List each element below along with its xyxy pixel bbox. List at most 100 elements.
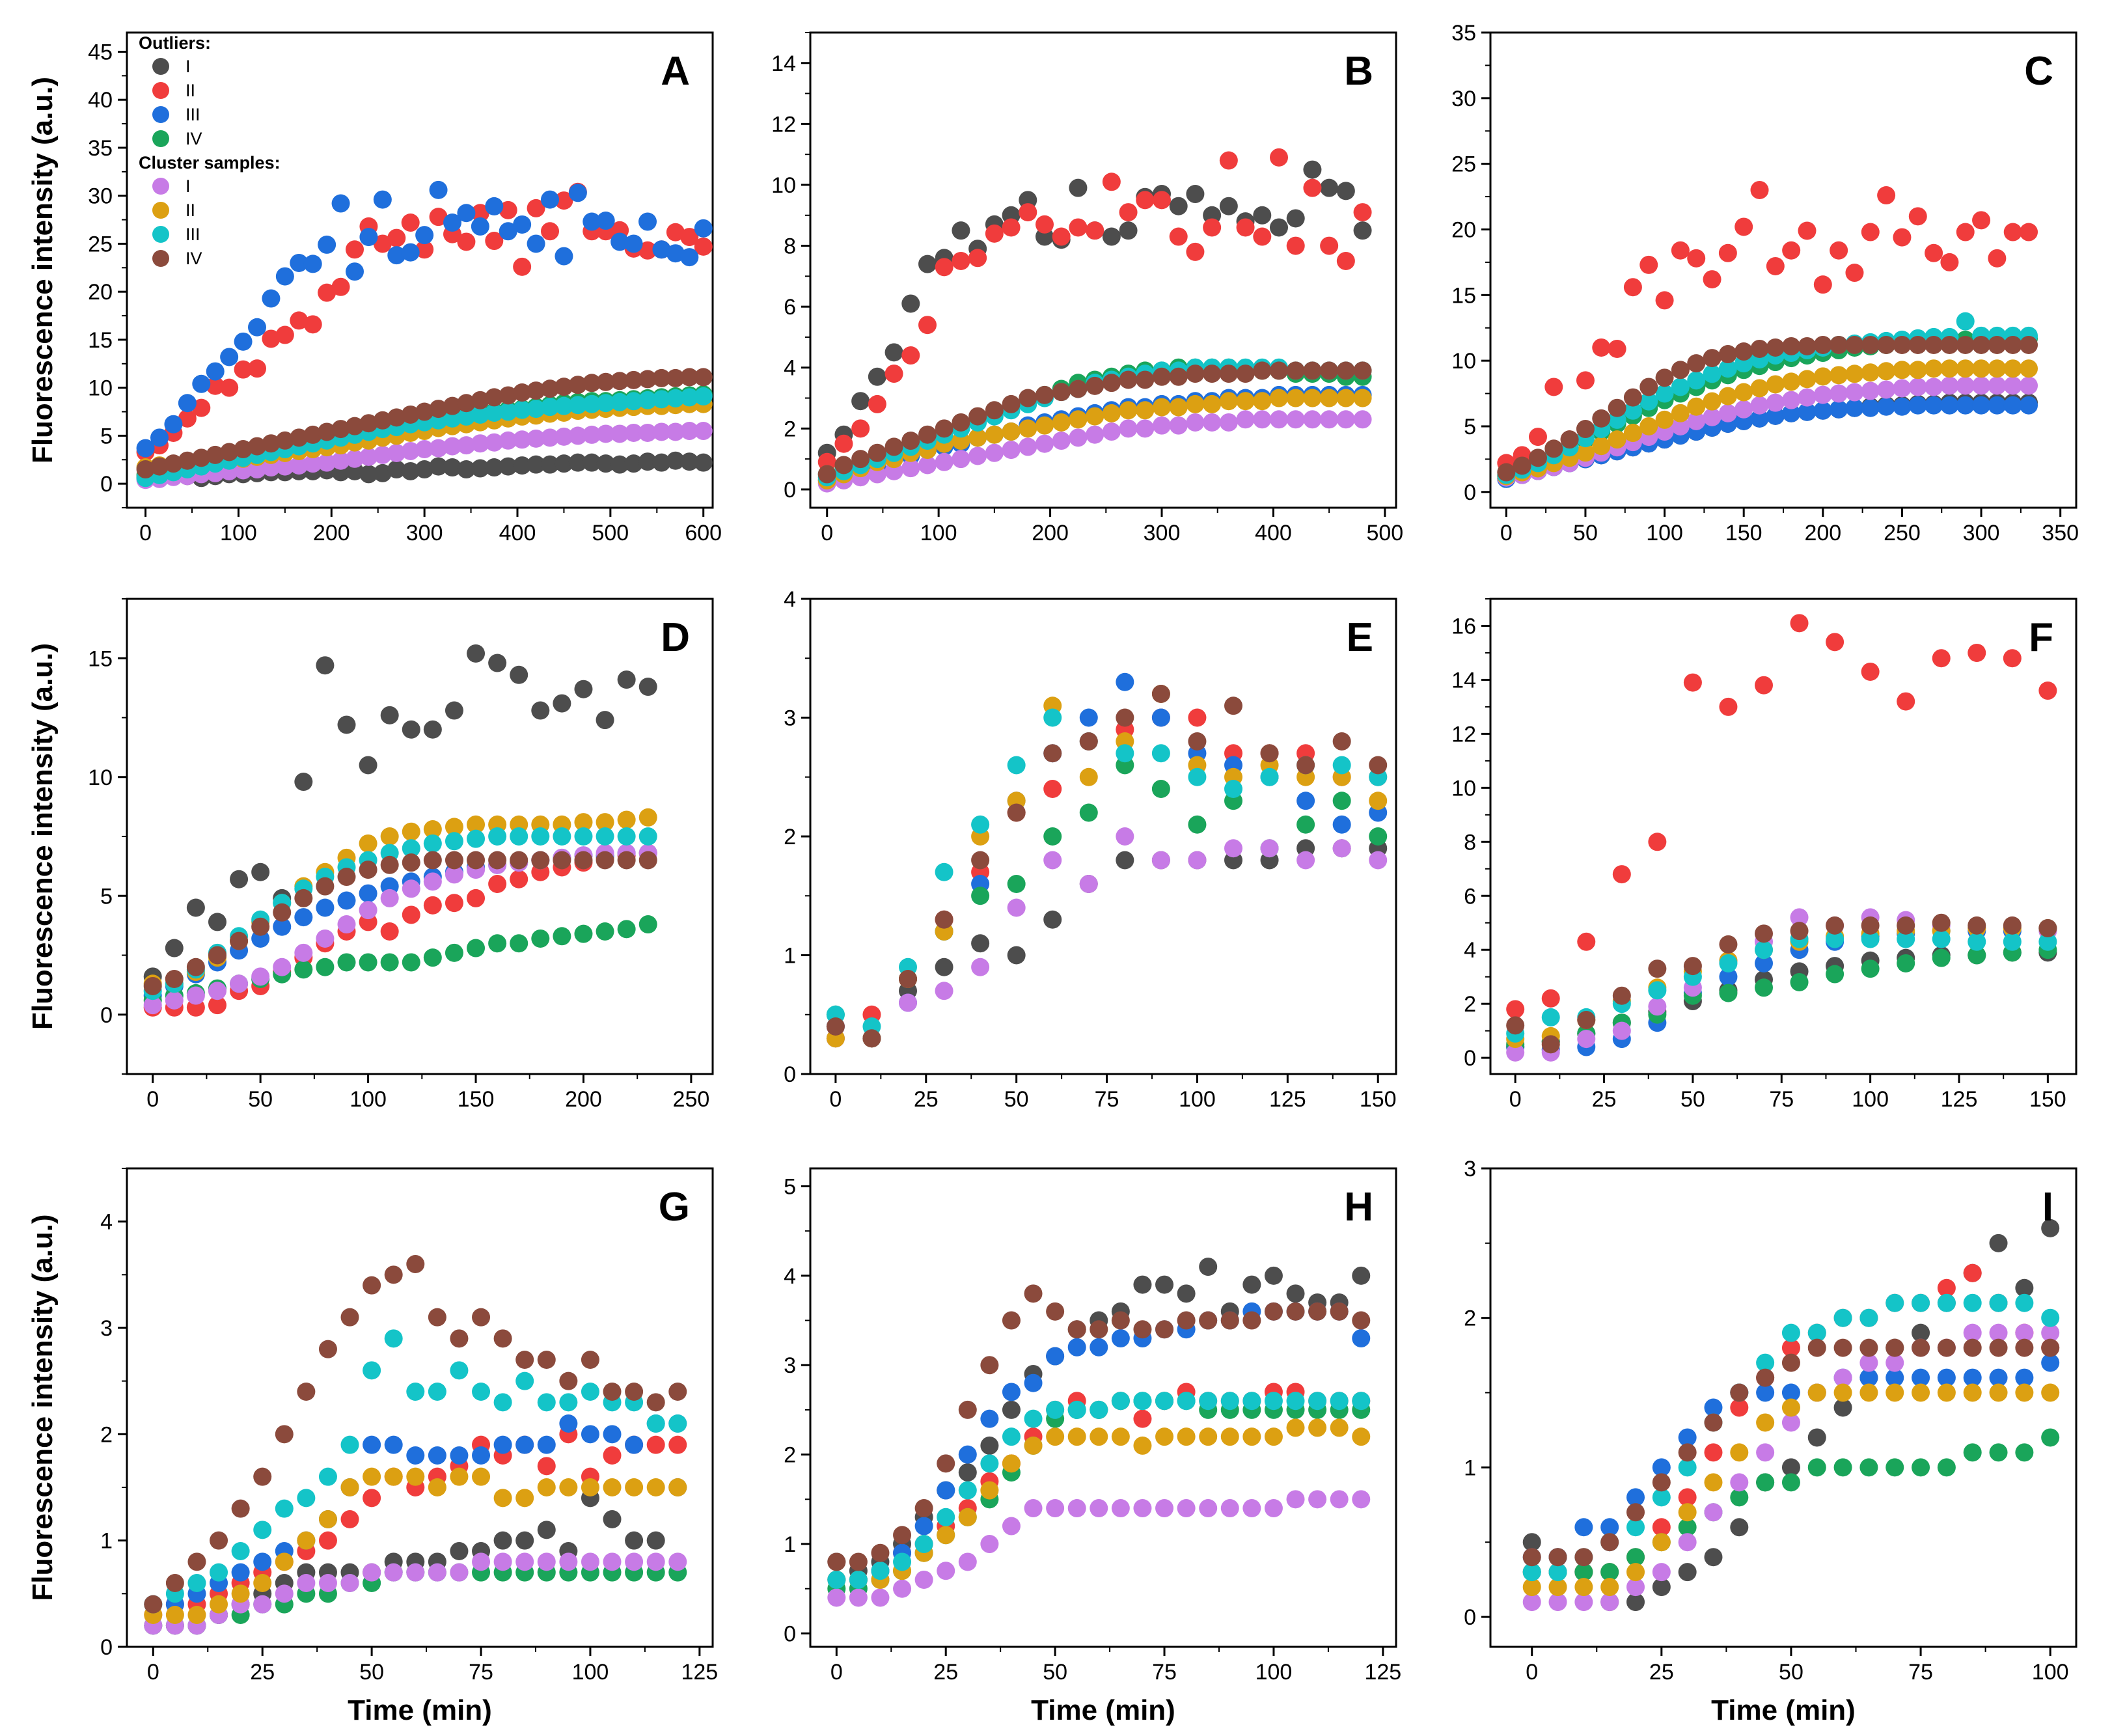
data-point [488, 934, 507, 953]
data-point [849, 1570, 868, 1589]
data-point [827, 1570, 846, 1589]
data-point [646, 1393, 665, 1412]
panel-d-xtick-label: 0 [146, 1087, 159, 1112]
data-point [1908, 361, 1927, 379]
panel-f-ytick-label: 12 [1451, 722, 1476, 747]
panel-i-xtick-label: 25 [1649, 1660, 1674, 1685]
data-point [1813, 385, 1832, 404]
data-point [401, 441, 420, 460]
data-point [253, 1521, 272, 1539]
data-point [1253, 392, 1272, 411]
data-point [1043, 708, 1062, 727]
panel-a-ytick-label: 0 [100, 472, 113, 497]
data-point [220, 348, 239, 366]
data-point [231, 1563, 250, 1582]
data-point [1886, 1353, 1904, 1372]
data-point [402, 905, 420, 924]
data-point [187, 1606, 206, 1624]
data-point [1861, 959, 1880, 978]
data-point [1626, 1563, 1645, 1582]
data-point [625, 1478, 644, 1496]
data-point [262, 434, 281, 453]
data-point [1544, 378, 1563, 396]
data-point [513, 383, 532, 402]
data-point [1833, 1458, 1852, 1477]
data-point [1813, 401, 1832, 420]
data-point [1678, 1503, 1697, 1522]
data-point [537, 1393, 556, 1412]
data-point [1968, 946, 1986, 965]
panel-h-series-cluster-i [827, 1490, 1371, 1607]
panel-g-ytick-label: 1 [100, 1529, 113, 1554]
data-point [471, 391, 489, 409]
panel-a-y-axis-title: Fluorescence intensity (a.u.) [27, 77, 59, 463]
data-point [1151, 685, 1170, 703]
data-point [968, 407, 987, 426]
data-point [1652, 1563, 1671, 1582]
data-point [581, 1552, 599, 1571]
data-point [1908, 378, 1927, 396]
data-point [2003, 376, 2022, 395]
data-point [980, 1436, 999, 1455]
data-point [1352, 1427, 1371, 1446]
data-point [1893, 379, 1912, 398]
data-point [1833, 1368, 1852, 1387]
data-point [1052, 413, 1071, 432]
data-point [1908, 335, 1927, 354]
data-point [1655, 291, 1674, 310]
panel-d: 0 50 100 150 200 250 0 5 10 15 D Fluorescence inten… [27, 598, 714, 1112]
data-point [359, 953, 377, 972]
data-point [1972, 376, 1991, 395]
data-point [1833, 1308, 1852, 1327]
data-point [1755, 924, 1773, 943]
data-point [1303, 389, 1322, 407]
data-point [638, 808, 657, 827]
data-point [1220, 1392, 1239, 1411]
data-point [1219, 365, 1238, 383]
data-point [1577, 1030, 1596, 1049]
panel-b-xtick-label: 400 [1255, 521, 1292, 545]
data-point [968, 447, 987, 465]
data-point [1153, 191, 1171, 210]
data-point [1963, 1323, 1982, 1342]
data-point [1133, 1320, 1152, 1339]
data-point [537, 1457, 556, 1476]
data-point [485, 197, 504, 215]
data-point [1086, 221, 1104, 240]
data-point [971, 851, 990, 870]
data-point [1264, 1266, 1283, 1285]
data-point [1320, 178, 1339, 197]
data-point [603, 1383, 622, 1401]
panel-c-ytick-label: 5 [1464, 415, 1476, 439]
data-point [1845, 264, 1864, 282]
data-point [1522, 1548, 1541, 1567]
data-point [340, 1435, 359, 1454]
data-point [1963, 1263, 1982, 1282]
data-point [363, 1361, 381, 1380]
data-point [359, 447, 378, 466]
data-point [537, 1552, 556, 1571]
data-point [1932, 930, 1951, 948]
data-point [1019, 437, 1037, 456]
data-point [1336, 410, 1355, 429]
data-point [1353, 203, 1372, 222]
data-point [1219, 413, 1238, 432]
data-point [1790, 972, 1809, 991]
data-point [1116, 672, 1134, 691]
data-point [1623, 424, 1642, 443]
panel-h-frame [809, 1167, 1397, 1648]
data-point [1002, 1454, 1021, 1473]
data-point [531, 929, 550, 948]
data-point [1111, 1329, 1130, 1348]
data-point [1781, 1338, 1800, 1357]
panel-f-ytick-label: 10 [1451, 776, 1476, 801]
panel-d-series-outlier-i [143, 644, 657, 986]
data-point [1600, 1518, 1619, 1537]
data-point [680, 388, 699, 407]
panel-e-series-cluster-iv [826, 685, 1388, 1048]
data-point [1925, 243, 1943, 262]
data-point [445, 865, 463, 884]
data-point [318, 453, 336, 472]
data-point [646, 1478, 665, 1496]
data-point [1002, 422, 1021, 441]
